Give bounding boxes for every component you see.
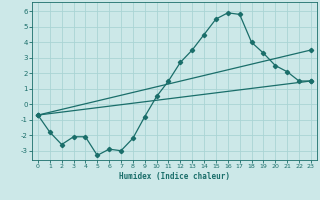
X-axis label: Humidex (Indice chaleur): Humidex (Indice chaleur) xyxy=(119,172,230,181)
